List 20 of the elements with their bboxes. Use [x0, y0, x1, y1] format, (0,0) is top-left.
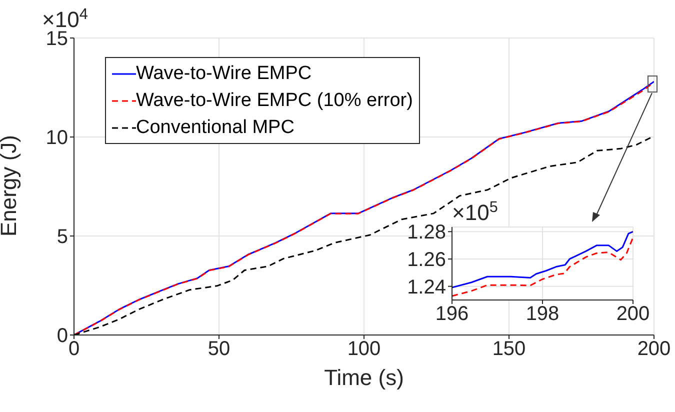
- x-axis-title: Time (s): [324, 365, 404, 390]
- line-series: [452, 230, 633, 288]
- y-tick-label: 1.28: [407, 222, 446, 244]
- x-tick-label: 50: [208, 338, 230, 360]
- line-series: [452, 236, 633, 297]
- y-axis-title: Energy (J): [0, 135, 21, 236]
- y-tick-label: 1.24: [407, 276, 446, 298]
- legend-label: Conventional MPC: [136, 116, 294, 138]
- x-tick-label: 200: [637, 338, 671, 360]
- x-tick-label: 196: [435, 303, 469, 326]
- legend-label: Wave-to-Wire EMPC: [136, 62, 312, 84]
- x-tick-label: 150: [492, 338, 526, 360]
- legend-label: Wave-to-Wire EMPC (10% error): [136, 90, 413, 112]
- y-tick-label: 5: [56, 226, 68, 248]
- x-tick-label: 200: [616, 303, 650, 326]
- x-tick-label: 100: [347, 338, 381, 360]
- x-tick-label: 198: [526, 303, 560, 326]
- y-tick-label: 10: [46, 127, 68, 150]
- annotation: ×10$^{5}$: [452, 198, 498, 225]
- y-tick-label: 1.26: [407, 249, 446, 272]
